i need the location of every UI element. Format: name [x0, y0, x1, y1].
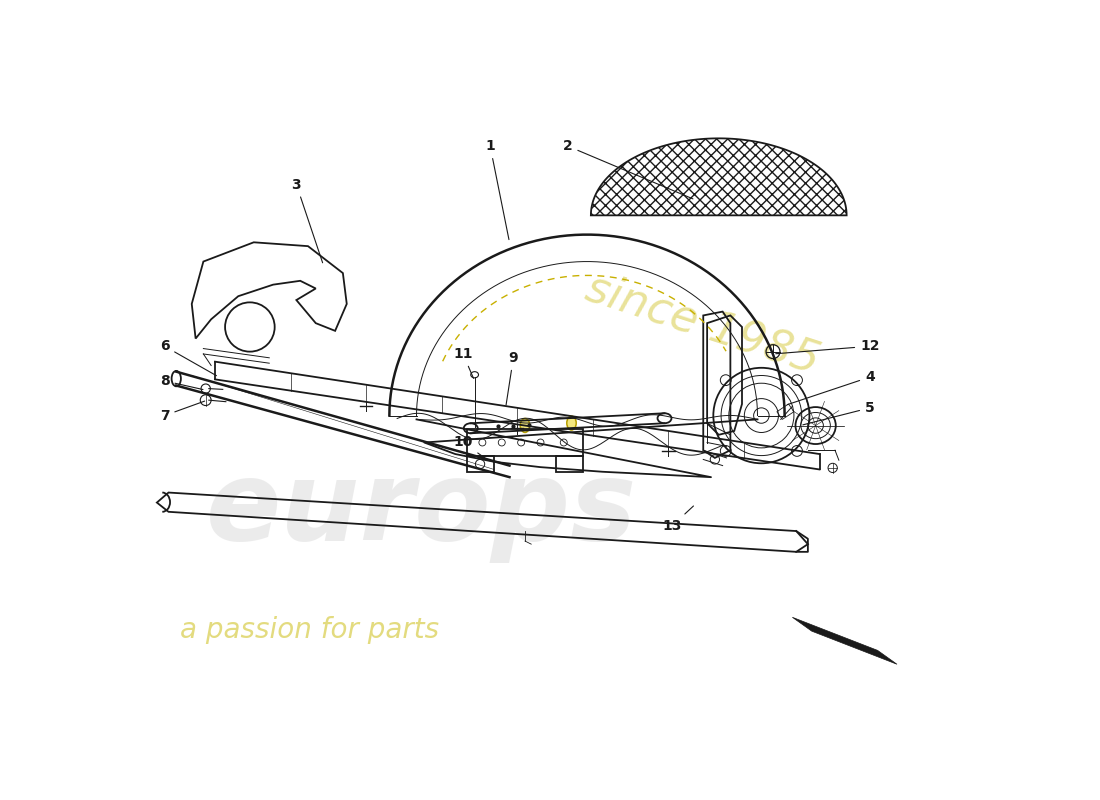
Text: 13: 13	[662, 506, 693, 533]
Text: 7: 7	[160, 401, 205, 422]
Text: 11: 11	[453, 347, 473, 378]
Text: 5: 5	[803, 401, 874, 425]
Text: 12: 12	[776, 339, 880, 354]
Text: a passion for parts: a passion for parts	[180, 616, 439, 644]
Ellipse shape	[521, 419, 529, 432]
Text: europs: europs	[206, 455, 637, 562]
Text: 2: 2	[563, 139, 693, 199]
Text: 3: 3	[292, 178, 322, 262]
Text: 4: 4	[788, 370, 875, 405]
Text: 8: 8	[160, 374, 204, 390]
Text: 6: 6	[160, 339, 217, 376]
Text: since 1985: since 1985	[581, 266, 825, 382]
Text: 10: 10	[453, 435, 488, 460]
Polygon shape	[792, 618, 896, 664]
Ellipse shape	[568, 417, 575, 430]
Text: 1: 1	[485, 139, 509, 239]
Text: 9: 9	[506, 350, 518, 405]
